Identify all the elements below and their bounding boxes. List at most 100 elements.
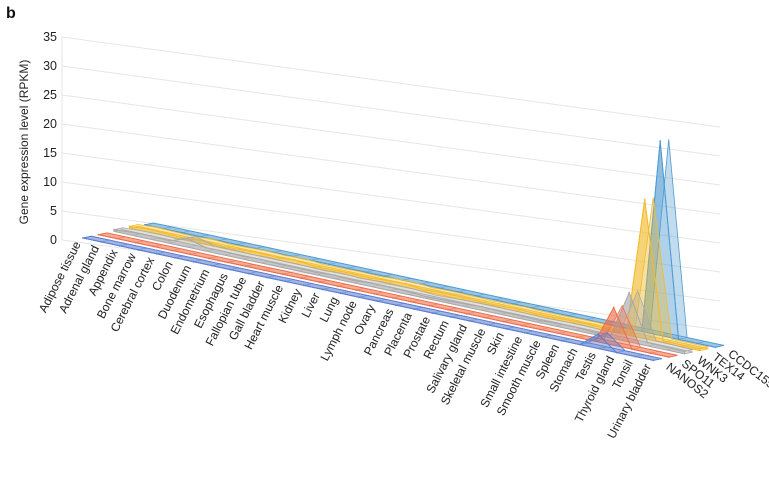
- data-point: [438, 287, 441, 289]
- data-point: [247, 272, 250, 275]
- data-point: [220, 245, 223, 248]
- data-point: [118, 245, 121, 247]
- floor-cell: [153, 244, 163, 247]
- y-tick-label: 25: [43, 88, 57, 102]
- floor-cell: [521, 323, 531, 326]
- data-point: [714, 346, 717, 349]
- floor-cell: [282, 272, 292, 275]
- floor-cell: [319, 279, 328, 283]
- data-point: [493, 299, 496, 301]
- floor-cell: [245, 264, 255, 267]
- data-point: [468, 320, 471, 322]
- data-point: [355, 289, 357, 291]
- gridline: [61, 36, 721, 128]
- data-point: [515, 307, 517, 310]
- series-ribbon-tex14: [128, 197, 709, 352]
- floor-cell: [457, 289, 467, 293]
- floor-cell: [187, 245, 197, 248]
- floor-cell: [264, 268, 273, 271]
- data-point: [266, 276, 268, 279]
- data-point: [567, 314, 570, 317]
- data-point: [597, 333, 600, 335]
- data-point: [278, 263, 281, 265]
- data-point: [137, 248, 140, 251]
- y-tick-label: 5: [50, 204, 57, 218]
- data-point: [533, 312, 536, 315]
- floor-cell: [420, 281, 430, 285]
- floor-cell: [255, 246, 264, 249]
- floor-cell: [340, 291, 350, 294]
- data-point: [652, 359, 655, 362]
- floor-cell: [384, 274, 393, 277]
- data-point: [662, 340, 664, 342]
- data-point: [315, 271, 318, 274]
- floor-cell: [558, 331, 568, 334]
- floor-cell: [650, 351, 660, 354]
- data-point: [447, 308, 449, 311]
- floor-cell: [358, 295, 368, 298]
- gridline: [61, 152, 721, 244]
- data-point: [520, 324, 523, 327]
- floor-cell: [604, 321, 614, 324]
- data-point: [628, 291, 631, 294]
- data-point: [665, 346, 667, 348]
- data-point: [404, 283, 407, 285]
- floor-cell: [347, 266, 356, 269]
- data-point: [134, 241, 137, 244]
- floor-cell: [586, 317, 596, 320]
- data-point: [192, 260, 195, 263]
- data-point: [612, 306, 615, 309]
- data-point: [462, 302, 465, 305]
- data-point: [186, 237, 189, 240]
- data-point: [640, 330, 643, 333]
- data-point: [413, 308, 416, 310]
- data-point: [431, 312, 434, 314]
- data-point: [328, 263, 330, 266]
- data-point: [699, 347, 701, 350]
- floor-cell: [236, 242, 246, 245]
- data-point: [116, 237, 118, 240]
- data-point: [646, 341, 649, 344]
- data-point: [386, 279, 388, 282]
- floor-cell: [595, 339, 604, 342]
- data-point: [376, 300, 379, 303]
- floor-cell: [442, 293, 451, 296]
- data-point: [97, 233, 100, 236]
- gridline: [61, 94, 721, 186]
- y-tick-label: 35: [43, 30, 57, 44]
- data-point: [683, 350, 686, 353]
- data-point: [450, 316, 452, 318]
- data-point: [428, 304, 431, 307]
- floor-cell: [119, 243, 129, 247]
- data-point: [300, 277, 302, 279]
- floor-cell: [540, 327, 549, 330]
- floor-cell: [303, 283, 313, 286]
- data-point: [297, 267, 299, 269]
- series-ribbon-spo11: [97, 232, 678, 358]
- floor-cell: [684, 351, 693, 355]
- data-point: [128, 225, 131, 228]
- data-point: [502, 320, 505, 323]
- data-point: [331, 268, 333, 271]
- data-point: [208, 257, 210, 260]
- floor-cell: [598, 346, 607, 349]
- data-point: [677, 338, 680, 341]
- data-point: [244, 265, 247, 268]
- floor-cell: [448, 307, 457, 311]
- data-point: [410, 300, 413, 303]
- floor-cell: [450, 314, 460, 318]
- y-tick-label: 10: [43, 175, 57, 189]
- data-point: [100, 241, 103, 243]
- data-point: [505, 328, 508, 330]
- floor-cell: [487, 322, 497, 326]
- floor-cell: [181, 230, 191, 233]
- floor-cell: [116, 236, 126, 239]
- floor-cell: [156, 251, 166, 255]
- data-point: [229, 268, 232, 271]
- data-point: [539, 328, 541, 331]
- data-point: [358, 296, 360, 299]
- floor-cell: [432, 310, 442, 314]
- floor-cell: [506, 326, 515, 330]
- series-ribbon-ccdc155: [144, 139, 724, 349]
